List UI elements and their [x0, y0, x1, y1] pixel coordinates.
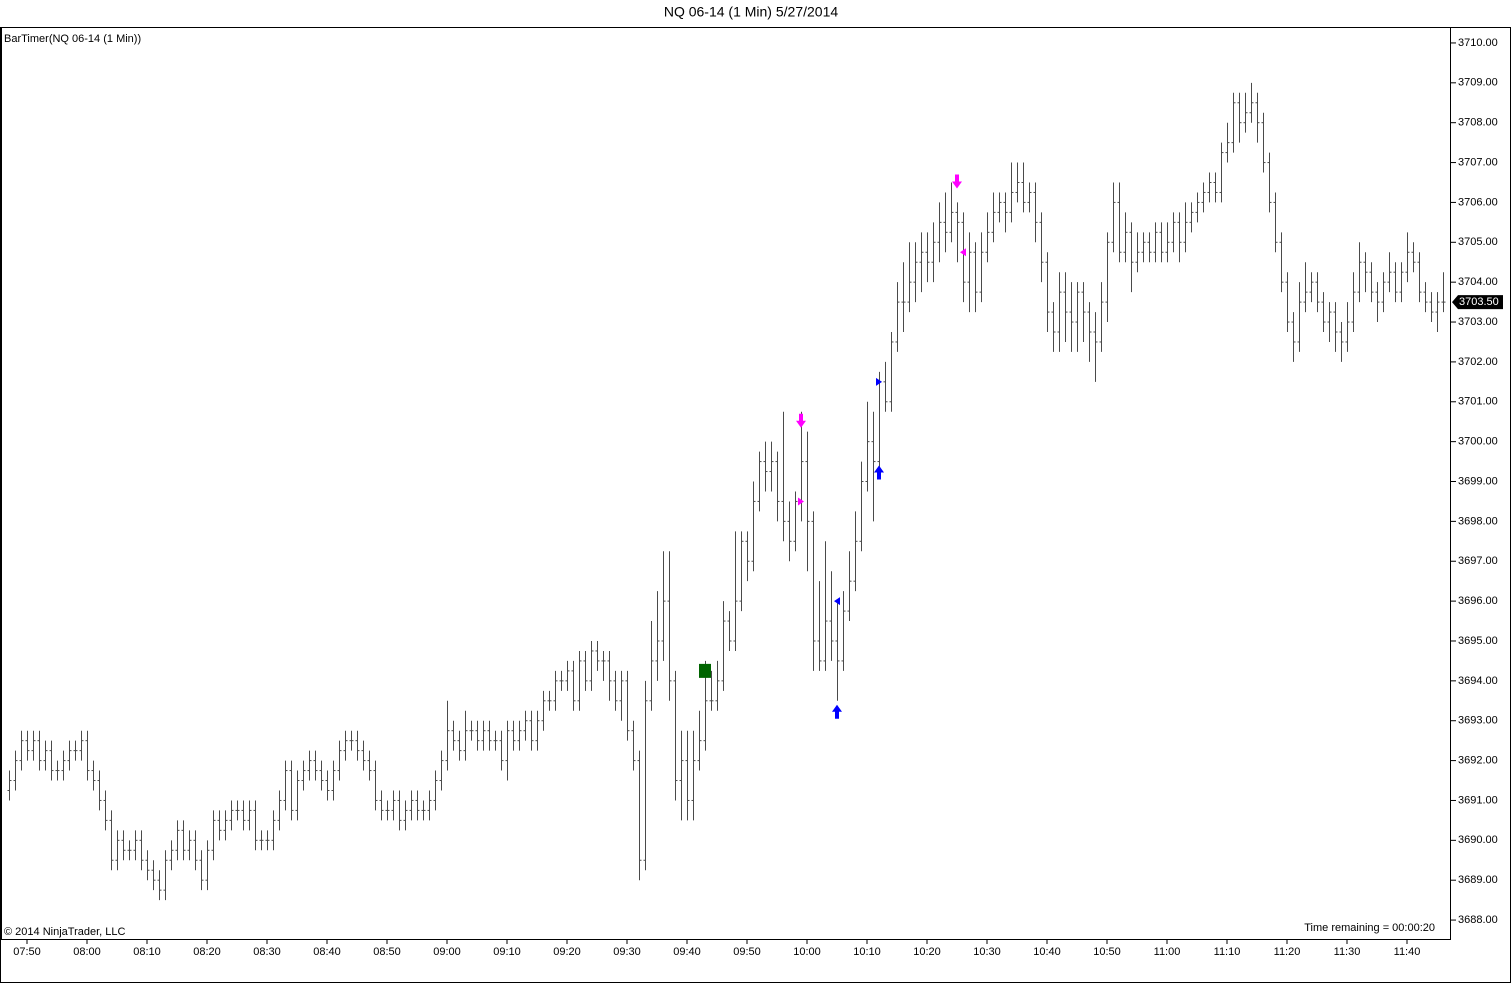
y-tick-label: 3707.00 [1458, 156, 1498, 168]
x-tick-label: 07:50 [13, 946, 41, 958]
y-tick-label: 3698.00 [1458, 515, 1498, 527]
copyright: © 2014 NinjaTrader, LLC [4, 926, 125, 938]
y-tick-label: 3697.00 [1458, 555, 1498, 567]
x-tick-label: 08:30 [253, 946, 281, 958]
signal-marker [874, 465, 884, 480]
last-price-box [1452, 295, 1503, 310]
y-tick-label: 3710.00 [1458, 37, 1498, 49]
x-tick-label: 08:50 [373, 946, 401, 958]
x-tick-label: 08:40 [313, 946, 341, 958]
x-tick-label: 09:10 [493, 946, 521, 958]
x-tick-label: 08:00 [73, 946, 101, 958]
x-tick-label: 10:00 [793, 946, 821, 958]
x-tick-label: 11:30 [1334, 946, 1361, 958]
signal-marker [834, 597, 840, 606]
x-tick-label: 10:10 [853, 946, 881, 958]
bar-timer: Time remaining = 00:00:20 [1304, 922, 1435, 934]
y-tick-label: 3699.00 [1458, 475, 1498, 487]
x-tick-label: 11:40 [1394, 946, 1421, 958]
chart-title: NQ 06-14 (1 Min) 5/27/2014 [664, 4, 839, 20]
y-tick-label: 3706.00 [1458, 196, 1498, 208]
x-tick-label: 11:10 [1214, 946, 1241, 958]
x-tick-label: 09:40 [673, 946, 701, 958]
y-tick-label: 3693.00 [1458, 715, 1498, 727]
x-tick-label: 10:30 [973, 946, 1001, 958]
signal-marker [876, 377, 882, 386]
y-tick-label: 3702.00 [1458, 356, 1498, 368]
x-tick-label: 08:10 [133, 946, 161, 958]
y-tick-label: 3696.00 [1458, 595, 1498, 607]
x-tick-label: 10:50 [1093, 946, 1121, 958]
y-tick-label: 3704.00 [1458, 276, 1498, 288]
y-tick-label: 3690.00 [1458, 834, 1498, 846]
last-price-label: 3703.50 [1459, 296, 1499, 308]
x-tick-label: 10:40 [1033, 946, 1061, 958]
signal-marker [796, 413, 806, 428]
signal-marker [960, 248, 966, 257]
y-tick-label: 3709.00 [1458, 77, 1498, 89]
x-tick-label: 09:50 [733, 946, 761, 958]
x-tick-label: 09:30 [613, 946, 641, 958]
x-tick-label: 10:20 [913, 946, 941, 958]
x-tick-label: 08:20 [193, 946, 221, 958]
y-tick-label: 3692.00 [1458, 754, 1498, 766]
signal-marker [832, 704, 842, 719]
y-tick-label: 3694.00 [1458, 675, 1498, 687]
y-tick-label: 3705.00 [1458, 236, 1498, 248]
y-tick-label: 3708.00 [1458, 117, 1498, 129]
y-tick-label: 3701.00 [1458, 396, 1498, 408]
x-tick-label: 11:00 [1154, 946, 1181, 958]
signal-marker [952, 174, 962, 189]
x-tick-label: 09:20 [553, 946, 581, 958]
y-tick-label: 3695.00 [1458, 635, 1498, 647]
y-tick-label: 3703.00 [1458, 316, 1498, 328]
x-tick-label: 11:20 [1274, 946, 1301, 958]
signal-marker [699, 663, 711, 678]
signal-marker [798, 497, 804, 506]
y-tick-label: 3691.00 [1458, 794, 1498, 806]
y-tick-label: 3688.00 [1458, 914, 1498, 926]
y-tick-label: 3689.00 [1458, 874, 1498, 886]
x-tick-label: 09:00 [433, 946, 461, 958]
y-tick-label: 3700.00 [1458, 436, 1498, 448]
indicator-label: BarTimer(NQ 06-14 (1 Min)) [4, 33, 141, 45]
plot-frame [1, 27, 1451, 940]
